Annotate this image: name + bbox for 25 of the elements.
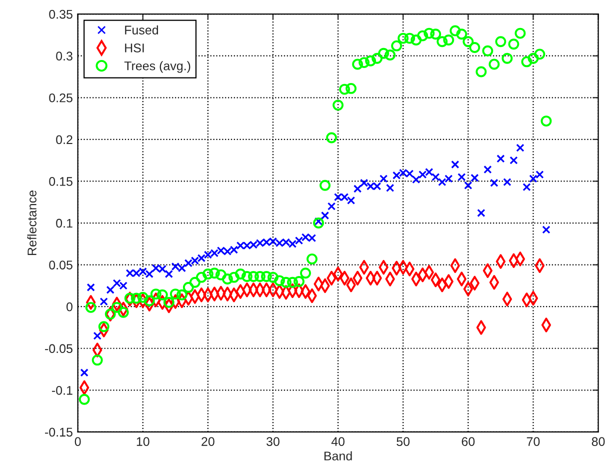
x-tick-label: 30 <box>266 437 280 446</box>
y-tick-label: 0.1 <box>56 218 72 228</box>
y-tick-label: 0.15 <box>49 177 72 186</box>
legend-label: Fused <box>125 25 158 34</box>
x-tick-label: 0 <box>74 437 81 446</box>
x-tick-label: 70 <box>526 437 540 446</box>
x-tick-label: 10 <box>136 437 150 446</box>
x-tick-label: 60 <box>462 437 475 446</box>
y-tick-label: 0 <box>66 302 72 312</box>
legend-label: HSI <box>125 44 144 52</box>
y-tick-label: 0.25 <box>49 93 72 102</box>
x-tick-label: 50 <box>396 437 410 446</box>
y-tick-label: -0.1 <box>52 386 72 395</box>
y-tick-label: 0.3 <box>56 52 72 61</box>
x-tick-label: 80 <box>592 437 605 446</box>
x-axis-title: Band <box>324 451 352 460</box>
y-tick-label: 0.05 <box>49 260 72 270</box>
y-tick-label: 0.35 <box>49 10 72 19</box>
x-tick-label: 40 <box>331 437 345 446</box>
y-tick-label: -0.15 <box>45 428 72 437</box>
legend-label: Trees (avg.) <box>124 61 190 73</box>
x-tick-label: 20 <box>202 437 214 446</box>
y-tick-label: -0.05 <box>45 344 72 354</box>
y-axis-title: Reflectance <box>27 190 36 255</box>
y-tick-label: 0.2 <box>56 135 72 144</box>
